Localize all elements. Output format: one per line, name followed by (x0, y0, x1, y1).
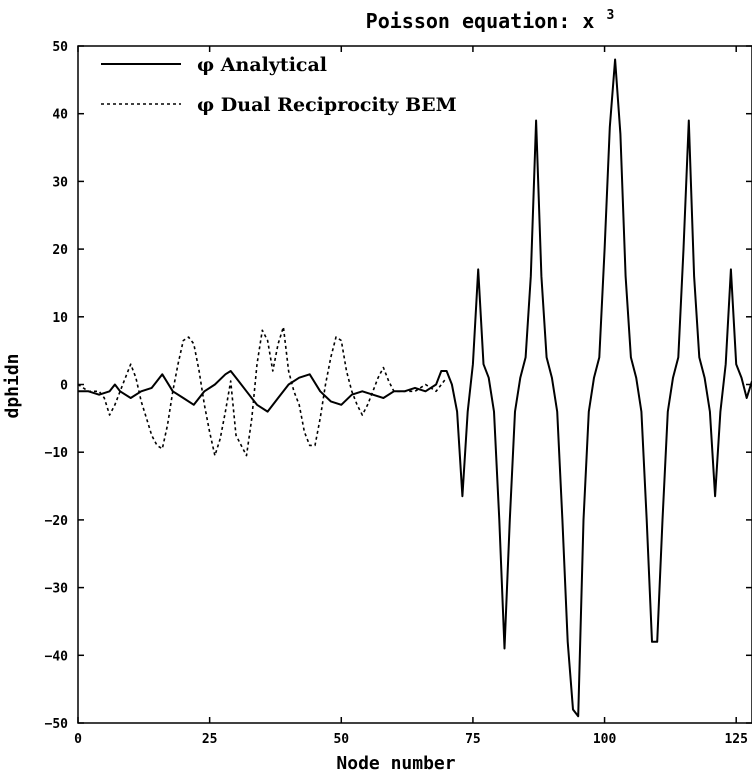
x-axis-label: Node number (336, 753, 455, 774)
series-layer (77, 58, 752, 718)
y-tick-label: 50 (52, 40, 68, 55)
x-tick-label: 125 (724, 732, 747, 747)
chart-title: Poisson equation: x 3 (366, 8, 615, 33)
series-line-analytical (78, 58, 752, 718)
legend-label-analytical: φ Analytical (197, 54, 327, 76)
y-tick-label: −50 (45, 717, 69, 732)
legend-label-dual-reciprocity-bem: φ Dual Reciprocity BEM (197, 94, 457, 116)
legend: φ Analytical φ Dual Reciprocity BEM (101, 54, 457, 116)
y-tick-label: −40 (45, 649, 69, 664)
y-tick-label: 40 (52, 108, 68, 123)
y-tick-label: 0 (60, 379, 68, 394)
x-tick-label: 25 (202, 732, 218, 747)
x-tick-label: 75 (465, 732, 481, 747)
y-tick-label: −10 (45, 446, 69, 461)
y-tick-label: 10 (52, 311, 68, 326)
y-tick-label: 20 (52, 243, 68, 258)
y-tick-label: −30 (45, 582, 69, 597)
x-tick-label: 0 (74, 732, 82, 747)
x-tick-label: 50 (333, 732, 349, 747)
chart-title-main: Poisson equation: x (366, 9, 595, 33)
series-line-dual-reciprocity-bem (77, 326, 448, 457)
x-tick-label: 100 (593, 732, 617, 747)
y-tick-label: −20 (45, 514, 69, 529)
y-axis-label: dphidn (2, 353, 23, 418)
y-tick-label: 30 (52, 175, 68, 190)
chart-title-superscript: 3 (607, 8, 615, 23)
